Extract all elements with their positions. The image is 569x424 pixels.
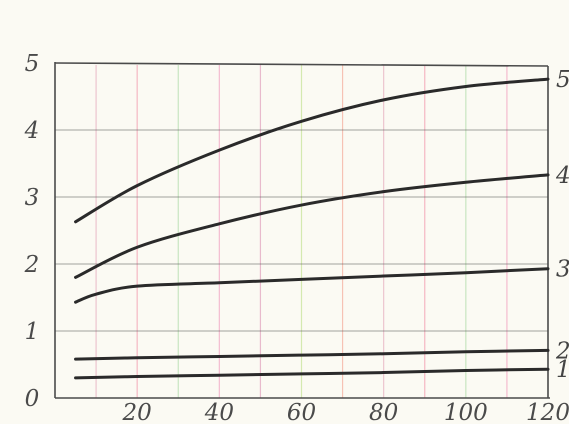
series-line-2 (74, 348, 550, 361)
x-tick-label: 100 (444, 400, 488, 424)
y-tick-label: 3 (25, 185, 40, 211)
x-tick-label: 120 (526, 400, 569, 424)
y-tick-label: 2 (24, 252, 40, 278)
series-line-5 (74, 77, 550, 224)
grid (55, 65, 548, 398)
x-tick-label: 80 (369, 400, 398, 424)
x-axis-top (54, 62, 549, 67)
y-tick-label: 5 (25, 51, 40, 77)
curve-label-4: 4 (555, 163, 569, 189)
series-line-1 (74, 367, 550, 380)
x-tick-label: 60 (287, 400, 316, 424)
x-tick-label: 20 (122, 400, 152, 424)
curve-label-1: 1 (556, 357, 569, 383)
x-tick-label: 40 (204, 400, 234, 424)
curve-label-3: 3 (556, 257, 569, 283)
series-line-3 (74, 267, 550, 304)
y-tick-label: 1 (25, 319, 40, 345)
curve-label-5: 5 (556, 67, 569, 93)
series-line-4 (74, 173, 550, 279)
axes (54, 62, 550, 399)
y-tick-label: 0 (25, 386, 40, 412)
curve-label-2: 2 (555, 338, 569, 364)
curve-labels: 12 3 4 5 (555, 67, 569, 383)
y-tick-label: 4 (24, 118, 40, 144)
series (74, 77, 550, 380)
